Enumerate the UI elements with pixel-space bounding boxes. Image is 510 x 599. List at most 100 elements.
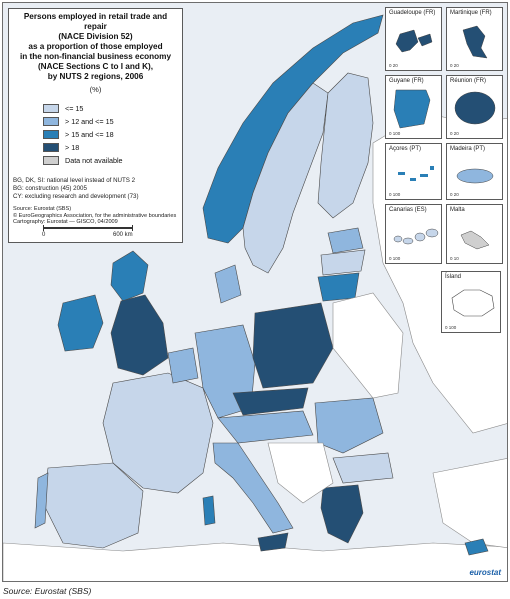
region-romania	[314, 397, 384, 454]
inset-map	[454, 91, 496, 125]
region-czech-slovakia	[232, 387, 309, 416]
scale-line	[43, 227, 133, 229]
land-balkans	[267, 442, 334, 504]
inset-scale: 0 20	[450, 63, 459, 68]
inset-title: Ísland	[445, 274, 462, 280]
eurostat-logo: eurostat	[469, 568, 501, 577]
scale-tick	[132, 225, 133, 231]
region-austria-hungary	[217, 410, 314, 444]
inset-title: Açores (PT)	[389, 146, 422, 152]
inset-title: Malta	[450, 207, 465, 213]
legend-label: > 18	[65, 143, 80, 152]
inset-panel: Guadeloupe (FR) 0 20 Martinique (FR) 0 2…	[385, 7, 503, 267]
inset-scale: 0 100	[445, 325, 457, 330]
legend-label: <= 15	[65, 104, 84, 113]
note-line: BG, DK, SI: national level instead of NU…	[13, 177, 136, 184]
inset-map	[451, 289, 495, 317]
inset-martinique: Martinique (FR) 0 20	[446, 7, 503, 71]
inset-canarias: Canarias (ES) 0 100	[385, 204, 442, 264]
inset-map	[460, 230, 490, 250]
inset-map	[395, 29, 433, 53]
region-norway	[202, 14, 384, 244]
inset-map	[398, 166, 434, 181]
map-unit: (%)	[89, 85, 102, 94]
inset-acores: Açores (PT) 0 100	[385, 143, 442, 200]
region-sicily	[257, 532, 289, 552]
scale-start-label: 0	[42, 232, 46, 238]
region-spain	[42, 462, 144, 549]
inset-guadeloupe: Guadeloupe (FR) 0 20	[385, 7, 442, 71]
legend-label: > 15 and <= 18	[65, 130, 114, 139]
region-lithuania	[317, 272, 360, 302]
inset-iceland: Ísland 0 100	[441, 271, 501, 333]
region-england	[110, 294, 169, 376]
legend-swatch	[43, 130, 59, 139]
region-sweden	[242, 82, 329, 274]
inset-title: Guyane (FR)	[389, 78, 424, 84]
region-scotland	[110, 250, 149, 302]
region-estonia	[327, 227, 364, 254]
legend-label: Data not available	[65, 156, 123, 165]
note-line: CY: excluding research and development (…	[13, 193, 139, 200]
legend-item: <= 15	[43, 102, 178, 115]
inset-scale: 0 100	[389, 192, 401, 197]
inset-title: Martinique (FR)	[450, 10, 492, 16]
inset-scale: 0 10	[450, 256, 459, 261]
source-line: Cartography: Eurostat — GISCO, 04/2009	[13, 219, 118, 226]
legend-swatch	[43, 143, 59, 152]
region-ireland	[57, 294, 104, 352]
land-belarus-ukraine	[332, 292, 404, 399]
legend: <= 15 > 12 and <= 15 > 15 and <= 18 > 18…	[43, 102, 178, 167]
region-sardinia	[202, 495, 216, 526]
legend-swatch	[43, 156, 59, 165]
land-north-africa	[3, 542, 507, 581]
note-line: BG: construction (45) 2005	[13, 185, 87, 192]
land-turkey	[432, 458, 507, 549]
region-latvia	[320, 249, 366, 276]
legend-item: > 15 and <= 18	[43, 128, 178, 141]
region-bulgaria	[332, 452, 394, 484]
inset-scale: 0 100	[389, 131, 401, 136]
scale-end-label: 600 km	[113, 232, 133, 238]
map-title: Persons employed in retail trade and rep…	[19, 12, 172, 81]
inset-map	[462, 25, 488, 59]
legend-swatch	[43, 117, 59, 126]
footer-source: Source: Eurostat (SBS)	[3, 586, 92, 596]
region-benelux	[167, 347, 199, 384]
scale-bar: 0 600 km	[42, 225, 138, 241]
title-legend-box: Persons employed in retail trade and rep…	[8, 8, 183, 243]
inset-title: Canarias (ES)	[389, 207, 427, 213]
source-line: © EuroGeographics Association, for the a…	[13, 212, 177, 219]
scale-tick	[43, 225, 44, 231]
region-denmark	[214, 264, 242, 304]
region-cyprus	[464, 538, 489, 556]
legend-item: > 12 and <= 15	[43, 115, 178, 128]
inset-title: Guadeloupe (FR)	[389, 10, 436, 16]
legend-label: > 12 and <= 15	[65, 117, 114, 126]
inset-map	[393, 228, 439, 245]
notes: BG, DK, SI: national level instead of NU…	[13, 177, 178, 201]
inset-madeira: Madeira (PT) 0 20	[446, 143, 503, 200]
inset-title: Réunion (FR)	[450, 78, 487, 84]
map-frame: Persons employed in retail trade and rep…	[2, 2, 508, 582]
inset-reunion: Réunion (FR) 0 20	[446, 75, 503, 139]
inset-map	[393, 89, 431, 129]
legend-item: > 18	[43, 141, 178, 154]
region-greece	[320, 484, 364, 544]
region-italy	[212, 442, 294, 534]
inset-map	[456, 168, 494, 184]
inset-scale: 0 20	[389, 63, 398, 68]
inset-title: Madeira (PT)	[450, 146, 486, 152]
region-finland	[317, 72, 374, 219]
legend-item: Data not available	[43, 154, 178, 167]
inset-scale: 0 100	[389, 256, 401, 261]
region-poland	[252, 302, 334, 389]
inset-scale: 0 20	[450, 192, 459, 197]
source-line: Source: Eurostat (SBS)	[13, 206, 72, 212]
inset-scale: 0 20	[450, 131, 459, 136]
source-credits: Source: Eurostat (SBS) © EuroGeographics…	[13, 206, 178, 226]
region-portugal	[34, 472, 49, 529]
legend-swatch	[43, 104, 59, 113]
inset-malta: Malta 0 10	[446, 204, 503, 264]
inset-guyane: Guyane (FR) 0 100	[385, 75, 442, 139]
